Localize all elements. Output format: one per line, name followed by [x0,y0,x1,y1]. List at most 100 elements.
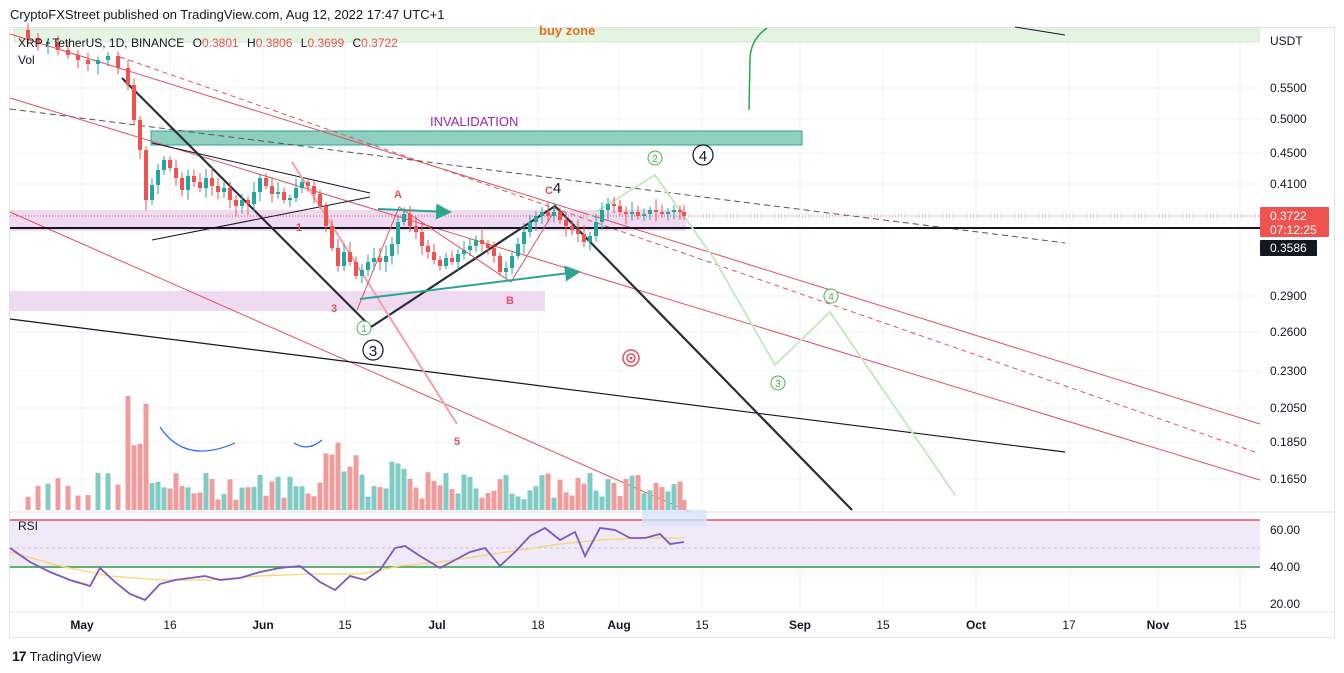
target-icon [622,349,640,367]
blue-arc-right[interactable] [293,439,323,448]
volume-bar [521,499,527,510]
volume-bar [455,493,461,510]
candle-body [570,226,574,230]
candle-body [534,216,538,222]
volume-bar [611,482,617,510]
green-projection[interactable] [574,173,956,496]
time-tick: 16 [163,618,177,632]
volume-bar [149,483,155,510]
time-tick: 17 [1062,618,1076,632]
level-price-value: 0.3586 [1270,241,1307,255]
volume-bar [137,443,143,510]
invalidation-zone[interactable] [150,130,803,146]
volume-bar [431,481,437,510]
volume-bar [479,497,485,510]
sub-wave-1-label: 1 [296,222,302,234]
dashed-trendline[interactable] [9,108,1066,244]
volume-bar [581,483,587,510]
invalidation-label: INVALIDATION [430,114,518,129]
volume-bar [671,484,677,510]
chart-frame[interactable] [9,27,1335,638]
volume-bar [131,445,137,510]
volume-bar [155,481,161,510]
volume-bar [563,492,569,510]
candle-body [228,188,232,200]
candle-body [576,230,580,234]
volume-bar [311,496,317,510]
volume-bar [389,461,395,510]
purple-zone-lower[interactable] [10,291,545,311]
volume-bar [185,487,191,510]
candle-body [162,160,166,170]
green-wave-2-label: 2 [652,154,658,165]
volume-bar [545,473,551,510]
volume-bar [347,466,353,510]
purple-zone-upper[interactable] [10,210,686,231]
volume-bar [473,488,479,510]
time-tick: 15 [695,618,709,632]
last-price-tag[interactable]: 0.3722 07:12:25 [1260,207,1329,237]
volume-bar [115,484,121,510]
wave-A-label: A [394,189,402,201]
candle-body [510,256,514,268]
volume-bar [533,486,539,510]
volume-bar [515,496,521,510]
volume-bar [85,495,91,510]
volume-bar [105,473,111,510]
candle-body [516,244,520,256]
time-tick: Nov [1147,618,1170,632]
arrow-upper[interactable] [377,203,452,220]
green-curve[interactable] [748,27,768,111]
volume-bar [305,493,311,510]
top-right-trendline[interactable] [1014,26,1066,36]
candle-body [540,212,544,216]
candle-body [186,176,190,190]
candle-body [318,194,322,206]
green-wave-1: 1 [356,320,372,336]
volume-bar [425,472,431,510]
legend-vol: Vol [18,53,35,67]
volume-bar [551,497,557,510]
price-tick: 0.5500 [1270,81,1307,95]
candle-body [456,254,460,262]
legend-h-label: H [247,36,256,50]
legend-line[interactable]: XRP / TetherUS, 1D, BINANCE O0.3801 H0.3… [18,36,398,50]
long-support-line[interactable] [9,318,1066,453]
arrow-lower[interactable] [359,265,581,300]
descending-channel[interactable] [9,33,1261,513]
candle-body [588,236,592,242]
tradingview-logo-icon: 17 [12,648,27,664]
blue-arc-left[interactable] [159,426,236,452]
candle-body [420,232,424,246]
candle-body [144,150,148,200]
green-wave-4-label: 4 [828,292,834,303]
candle-body [312,186,316,194]
volume-bar [539,475,545,510]
volume-bar [269,481,275,510]
volume-bar [681,499,687,510]
volume-bar [635,475,641,510]
level-price-tag[interactable]: 0.3586 [1260,240,1317,256]
legend-c-value: 0.3722 [361,36,398,50]
candle-body [582,234,586,242]
candle-body [174,168,178,178]
time-tick: Jul [428,618,445,632]
volume-bar [383,488,389,510]
volume-bar [437,485,443,510]
volume-bar [341,471,347,510]
candle-body [648,210,652,214]
candle-body [270,186,274,194]
candle-body [432,252,436,260]
candle-body [378,258,382,262]
volume-bar [665,491,671,510]
candle-body [498,256,502,272]
volume-bar [65,486,71,510]
volume-bar [233,499,239,510]
candle-body [288,198,292,200]
tradingview-footer[interactable]: 17 TradingView [12,648,101,664]
wave-4-circle: 4 [692,144,714,166]
tradingview-brand: TradingView [29,649,102,664]
price-candles[interactable] [26,23,686,284]
candle-body [138,120,142,150]
